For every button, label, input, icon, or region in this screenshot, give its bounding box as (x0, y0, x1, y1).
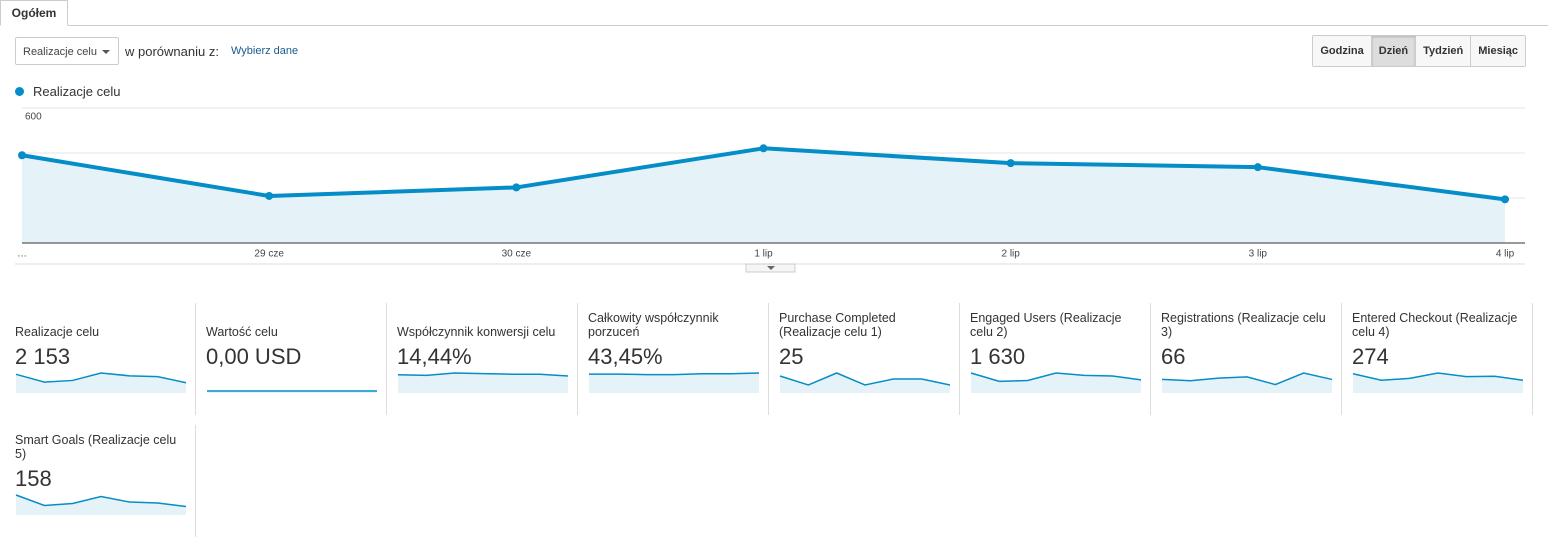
sparkline (397, 372, 569, 393)
metric-dropdown[interactable]: Realizacje celu (15, 37, 119, 65)
legend-dot (15, 87, 24, 96)
point (1253, 163, 1262, 172)
metric[interactable]: Engaged Users (Realizacje celu 2) 1 630 (970, 303, 1151, 415)
sparkline (15, 494, 187, 515)
metric-label-box: Całkowity współczynnik porzuceń (588, 309, 768, 339)
sparkline (1352, 372, 1524, 393)
compare-label: w porównaniu z: (125, 44, 219, 59)
metric-label: Engaged Users (Realizacje celu 2) (970, 311, 1122, 339)
sparkline (15, 372, 187, 393)
sparkline (207, 390, 377, 393)
metric-label: Entered Checkout (Realizacje celu 4) (1352, 311, 1518, 339)
y-tick-label: 600 (25, 112, 42, 123)
metric-label: Współczynnik konwersji celu (397, 325, 556, 339)
period-button[interactable]: Miesiąc (1470, 36, 1525, 66)
metric-label: Całkowity współczynnik porzuceń (588, 311, 719, 339)
metrics: Realizacje celu 2 153 Wartość celu 0,00 USD… (15, 303, 1545, 547)
metric-value: 1 630 (970, 344, 1026, 369)
x-tick-label: 1 lip (754, 249, 773, 260)
metric-value: 43,45% (588, 344, 663, 369)
x-tick-label: 30 cze (502, 249, 532, 260)
metric-label: Registrations (Realizacje celu 3) (1161, 311, 1326, 339)
point (512, 183, 521, 192)
metric[interactable]: Całkowity współczynnik porzuceń 43,45% (588, 303, 769, 415)
sparkline-area (16, 373, 186, 393)
x-tick-label: 4 lip (1496, 249, 1515, 260)
point (18, 151, 26, 160)
point (1501, 195, 1509, 204)
metric[interactable]: Smart Goals (Realizacje celu 5) 158 (15, 425, 196, 537)
sparkline (970, 372, 1142, 393)
metric-label: Realizacje celu (15, 325, 100, 339)
period-button[interactable]: Dzień (1370, 36, 1416, 66)
sparkline-area (16, 495, 186, 515)
sparkline-line (970, 372, 1142, 383)
point (759, 144, 768, 153)
sparkline-line (1352, 372, 1524, 381)
sparkline-line (1161, 372, 1333, 386)
metric-value: 2 153 (15, 344, 71, 369)
metric[interactable]: Purchase Completed (Realizacje celu 1) 25 (779, 303, 960, 415)
metric-label-box: Engaged Users (Realizacje celu 2) (970, 309, 1150, 339)
sparkline-area (1353, 373, 1523, 393)
metric-value: 14,44% (397, 344, 472, 369)
sparkline-area (398, 373, 568, 393)
x-tick-label: 29 cze (254, 249, 284, 260)
metric-value: 274 (1352, 344, 1389, 369)
metric-label-box: Registrations (Realizacje celu 3) (1161, 309, 1341, 339)
metric-label: Purchase Completed (Realizacje celu 1) (779, 311, 896, 339)
metric[interactable]: Współczynnik konwersji celu 14,44% (397, 303, 578, 415)
legend: Realizacje celu (15, 84, 120, 99)
legend-label: Realizacje celu (33, 84, 121, 99)
metric[interactable]: Registrations (Realizacje celu 3) 66 (1161, 303, 1342, 415)
tab-line (0, 25, 1548, 26)
compare-link[interactable]: Wybierz dane (231, 45, 299, 57)
metric[interactable]: Entered Checkout (Realizacje celu 4) 274 (1352, 303, 1533, 415)
sparkline-area (1162, 373, 1332, 393)
sparkline (1161, 372, 1333, 393)
metric-value: 158 (15, 466, 52, 491)
sparkline-area (971, 373, 1141, 393)
sparkline-line (397, 372, 569, 377)
sparkline-area (780, 373, 950, 393)
point (1006, 159, 1015, 168)
point (265, 191, 274, 200)
period-button[interactable]: Tydzień (1415, 36, 1471, 66)
metric-label-box: Realizacje celu (15, 309, 195, 339)
metric[interactable]: Realizacje celu 2 153 (15, 303, 196, 415)
metric-label-box: Wartość celu (206, 309, 386, 339)
period-buttons: Godzina Dzień Tydzień Miesiąc (1312, 35, 1526, 67)
sparkline-line (15, 372, 187, 384)
sparkline-line (15, 494, 187, 508)
metric-value: 0,00 USD (206, 344, 302, 369)
metric-label-box: Entered Checkout (Realizacje celu 4) (1352, 309, 1532, 339)
metric-value: 25 (779, 344, 804, 369)
tab[interactable]: Ogółem (0, 0, 68, 26)
metric-label-box: Purchase Completed (Realizacje celu 1) (779, 309, 959, 339)
metric-label: Smart Goals (Realizacje celu 5) (15, 433, 177, 461)
metric-label-box: Współczynnik konwersji celu (397, 309, 577, 339)
sparkline-line (589, 372, 760, 376)
period-button[interactable]: Godzina (1313, 36, 1371, 66)
x-tick-label: … (17, 249, 27, 260)
sparkline (589, 372, 760, 393)
sparkline-line (779, 372, 951, 386)
x-tick-label: 3 lip (1249, 249, 1268, 260)
metric-label: Wartość celu (206, 325, 278, 339)
collapse-arrow (767, 266, 775, 270)
x-tick-label: 2 lip (1001, 249, 1020, 260)
metric-label-box: Smart Goals (Realizacje celu 5) (15, 431, 195, 461)
area (22, 148, 1505, 243)
metric-value: 66 (1161, 344, 1186, 369)
sparkline-area (589, 373, 759, 393)
sparkline (779, 372, 951, 393)
metric[interactable]: Wartość celu 0,00 USD (206, 303, 387, 415)
